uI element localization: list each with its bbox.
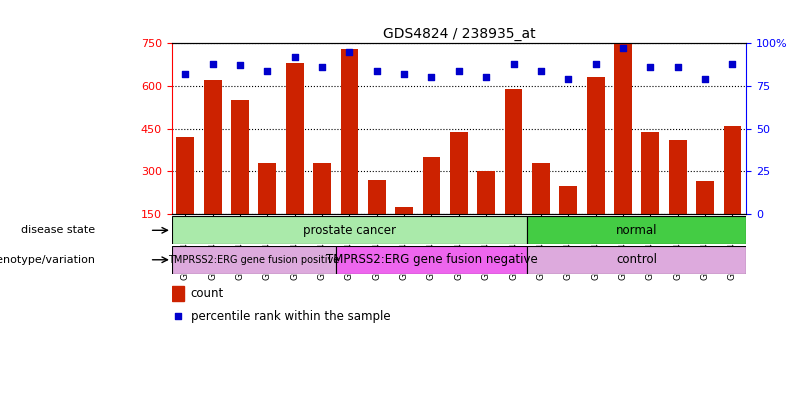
Text: disease state: disease state: [21, 225, 95, 235]
Point: [508, 61, 520, 67]
Bar: [504, 89, 523, 257]
Bar: [614, 43, 632, 257]
Point: [535, 68, 547, 74]
Bar: [259, 163, 276, 257]
Text: TMPRSS2:ERG gene fusion negative: TMPRSS2:ERG gene fusion negative: [326, 253, 537, 266]
Point: [726, 61, 739, 67]
Text: TMPRSS2:ERG gene fusion positive: TMPRSS2:ERG gene fusion positive: [168, 255, 339, 265]
Point: [644, 64, 657, 70]
Bar: [172, 216, 527, 244]
Bar: [336, 246, 527, 274]
Bar: [286, 63, 303, 257]
Point: [397, 71, 410, 77]
Bar: [203, 80, 222, 257]
Point: [480, 74, 492, 81]
Bar: [559, 185, 577, 257]
Title: GDS4824 / 238935_at: GDS4824 / 238935_at: [382, 27, 535, 41]
Bar: [423, 157, 440, 257]
Point: [617, 45, 630, 51]
Bar: [724, 126, 741, 257]
Text: genotype/variation: genotype/variation: [0, 255, 95, 265]
Bar: [176, 137, 194, 257]
Bar: [368, 180, 385, 257]
Point: [425, 74, 438, 81]
Bar: [527, 246, 746, 274]
Bar: [231, 100, 249, 257]
Bar: [172, 246, 336, 274]
Bar: [450, 132, 468, 257]
Bar: [313, 163, 331, 257]
Text: normal: normal: [616, 224, 658, 237]
Point: [288, 54, 301, 60]
Bar: [532, 163, 550, 257]
Bar: [669, 140, 686, 257]
Point: [370, 68, 383, 74]
Text: control: control: [616, 253, 658, 266]
Bar: [527, 216, 746, 244]
Bar: [477, 171, 495, 257]
Point: [234, 62, 247, 69]
Point: [172, 313, 184, 320]
Point: [343, 49, 356, 55]
Point: [589, 61, 602, 67]
Bar: [172, 286, 184, 301]
Bar: [642, 132, 659, 257]
Point: [452, 68, 465, 74]
Point: [699, 76, 712, 82]
Point: [316, 64, 329, 70]
Bar: [395, 207, 413, 257]
Text: count: count: [191, 287, 223, 300]
Point: [261, 68, 274, 74]
Bar: [696, 182, 714, 257]
Point: [671, 64, 684, 70]
Text: percentile rank within the sample: percentile rank within the sample: [191, 310, 390, 323]
Bar: [587, 77, 605, 257]
Text: prostate cancer: prostate cancer: [303, 224, 396, 237]
Point: [206, 61, 219, 67]
Point: [179, 71, 192, 77]
Bar: [341, 49, 358, 257]
Point: [562, 76, 575, 82]
